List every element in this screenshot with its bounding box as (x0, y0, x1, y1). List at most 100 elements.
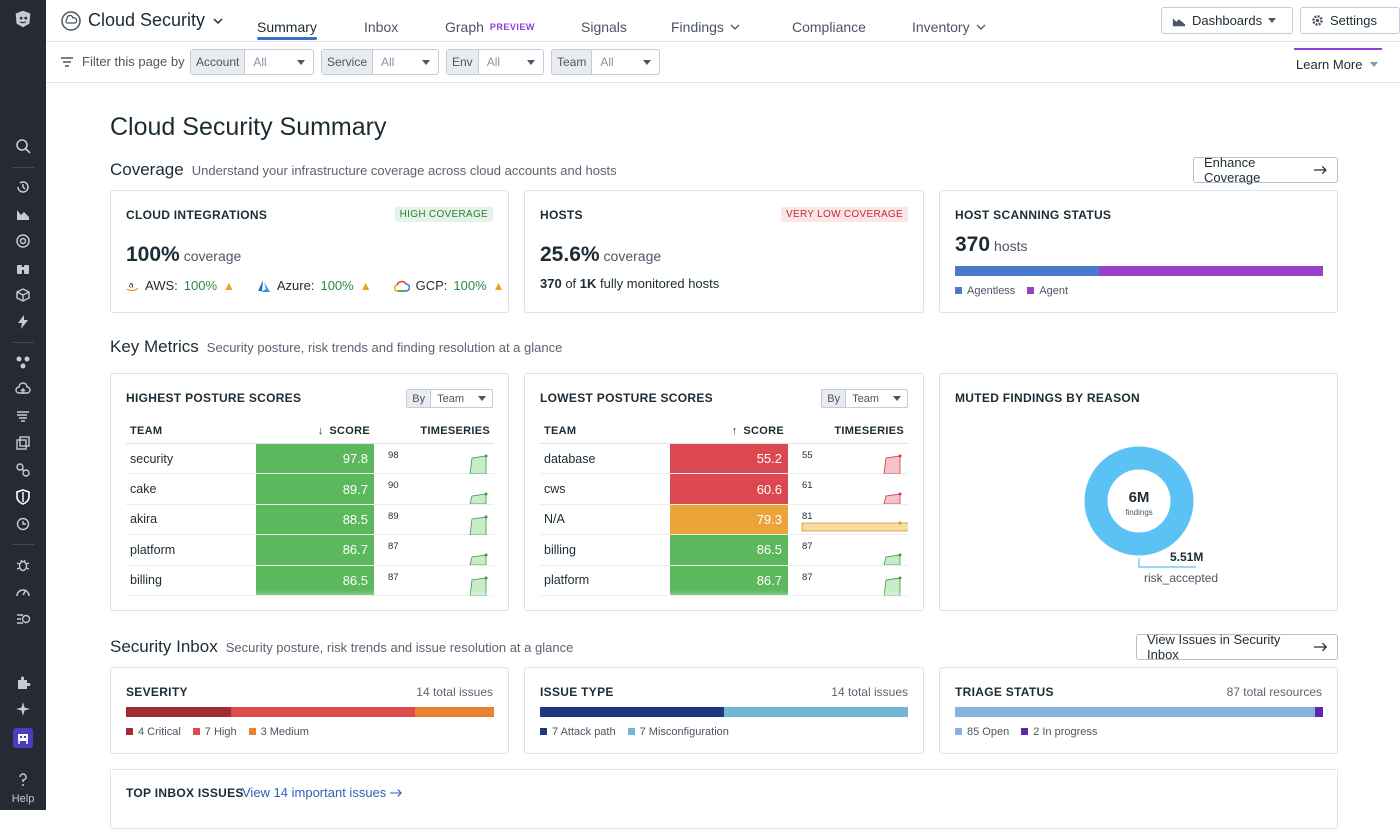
hosts-desc: fully monitored hosts (600, 276, 720, 291)
sparkline (883, 492, 902, 505)
integrations-icon[interactable] (13, 673, 33, 693)
bar-segment[interactable] (1314, 707, 1323, 717)
avatar[interactable] (13, 728, 33, 748)
view-important-issues-link[interactable]: View 14 important issues (242, 785, 403, 800)
binoculars-icon[interactable] (13, 258, 33, 278)
bar-segment[interactable] (415, 707, 494, 717)
sparkle-icon[interactable] (13, 699, 33, 719)
monitors-icon[interactable] (13, 231, 33, 251)
legend-item: 7 Misconfiguration (627, 726, 729, 738)
col-score[interactable]: ↑ SCORE (670, 421, 788, 444)
filter-value: All (381, 55, 395, 69)
tab-inbox[interactable]: Inbox (364, 12, 398, 42)
team-cell: N/A (540, 504, 670, 536)
col-score[interactable]: ↓ SCORE (256, 421, 374, 444)
lightning-icon[interactable] (13, 312, 33, 332)
left-sidebar: Help (0, 0, 46, 810)
legend-label: 3 Medium (260, 726, 309, 738)
total-label: 87 total resources (1226, 685, 1322, 699)
link-icon[interactable] (13, 460, 33, 480)
enhance-coverage-button[interactable]: Enhance Coverage (1193, 155, 1338, 185)
link-label: View 14 important issues (242, 785, 387, 800)
legend-agent: Agent (1027, 285, 1068, 297)
account-filter[interactable]: Account All (190, 49, 314, 75)
tab-findings[interactable]: Findings (671, 12, 740, 42)
lowest-posture-card: LOWEST POSTURE SCORES By Team TEAM ↑ SCORE… (524, 373, 924, 611)
table-row[interactable]: cws 60.6 61 (540, 473, 908, 505)
logs-icon[interactable] (13, 406, 33, 426)
gcp-provider: GCP: 100% ▲ (393, 278, 505, 293)
table-row[interactable]: security 97.8 98 (126, 443, 494, 475)
app-title[interactable]: Cloud Security (88, 10, 223, 31)
filter-label-text: Filter this page by (82, 54, 185, 69)
filter-value: All (486, 55, 501, 69)
legend-item: 7 High (192, 726, 237, 738)
group-by-select[interactable]: By Team (406, 389, 493, 408)
tab-inventory[interactable]: Inventory (912, 12, 986, 42)
view-issues-button[interactable]: View Issues in Security Inbox (1136, 632, 1338, 662)
bar-segment[interactable] (724, 707, 908, 717)
bar-segment[interactable] (231, 707, 416, 717)
caret-down-icon (643, 59, 651, 65)
dashboards-button[interactable]: Dashboards (1161, 7, 1293, 34)
legend-item: 85 Open (955, 726, 1009, 738)
datadog-logo-icon[interactable] (11, 7, 35, 31)
env-filter[interactable]: Env All (446, 49, 544, 75)
table-row[interactable]: database 55.2 55 (540, 443, 908, 475)
triage-card: TRIAGE STATUS 87 total resources 85 Open… (939, 667, 1338, 754)
settings-button[interactable]: Settings (1300, 7, 1400, 34)
table-row[interactable]: akira 88.5 89 (126, 504, 494, 536)
help-label[interactable]: Help (11, 793, 35, 805)
sparkline (883, 553, 902, 566)
cube-icon[interactable] (13, 285, 33, 305)
search-icon[interactable] (13, 136, 33, 156)
agentless-segment[interactable] (955, 266, 1099, 276)
shield-icon[interactable] (13, 487, 33, 507)
help-icon[interactable] (13, 770, 33, 790)
col-label: SCORE (329, 425, 370, 437)
bug-icon[interactable] (13, 555, 33, 575)
scanning-value: 370 hosts (955, 233, 1028, 257)
gauge-icon[interactable] (13, 582, 33, 602)
page-title: Cloud Security Summary (110, 113, 387, 141)
tab-compliance[interactable]: Compliance (792, 12, 866, 42)
bar-segment[interactable] (540, 707, 724, 717)
donut-slice[interactable] (1084, 446, 1194, 556)
of-text: of (565, 276, 577, 291)
tab-signals[interactable]: Signals (581, 12, 627, 42)
apm-icon[interactable] (13, 352, 33, 372)
table-row[interactable]: platform 86.7 87 (126, 534, 494, 566)
agent-segment[interactable] (1098, 266, 1323, 276)
bar-segment[interactable] (955, 707, 1315, 717)
timeseries-max: 90 (388, 480, 399, 492)
col-team[interactable]: TEAM (126, 421, 256, 444)
table-row[interactable]: cake 89.7 90 (126, 473, 494, 505)
group-by-select[interactable]: By Team (821, 389, 908, 408)
refresh-icon[interactable] (13, 514, 33, 534)
cloud-upload-icon[interactable] (13, 379, 33, 399)
table-row[interactable]: N/A 79.3 81 (540, 504, 908, 536)
history-icon[interactable] (13, 177, 33, 197)
section-title: Security Inbox (110, 637, 218, 656)
legend-label: Agent (1039, 285, 1069, 297)
synthetics-icon[interactable] (13, 609, 33, 629)
highest-posture-card: HIGHEST POSTURE SCORES By Team TEAM ↓ SCOR… (110, 373, 509, 611)
tab-graph[interactable]: Graph PREVIEW (445, 12, 535, 42)
bar-segment[interactable] (126, 707, 232, 717)
host-scanning-card: HOST SCANNING STATUS 370 hosts Agentless … (939, 190, 1338, 313)
svg-text:a: a (129, 279, 134, 289)
dashboards-icon[interactable] (13, 204, 33, 224)
learn-more-button[interactable]: Learn More (1294, 48, 1382, 78)
tab-summary[interactable]: Summary (257, 12, 317, 42)
service-filter[interactable]: Service All (321, 49, 439, 75)
azure-icon (257, 279, 270, 292)
team-filter[interactable]: Team All (551, 49, 660, 75)
host-count: 370 (540, 276, 562, 291)
col-team[interactable]: TEAM (540, 421, 670, 444)
coverage-value: 100% coverage (126, 243, 241, 267)
score-cell: 86.7 (256, 534, 374, 566)
section-subtitle: Security posture, risk trends and findin… (206, 340, 563, 355)
pages-icon[interactable] (13, 433, 33, 453)
table-row[interactable]: billing 86.5 87 (540, 534, 908, 566)
section-title: Coverage (110, 160, 184, 179)
